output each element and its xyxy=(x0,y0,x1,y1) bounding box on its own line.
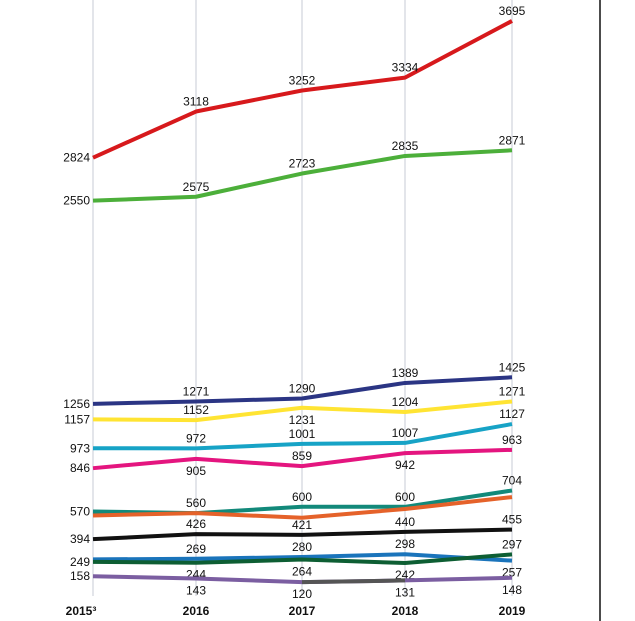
data-label: 2575 xyxy=(183,180,210,194)
data-label: 1007 xyxy=(392,426,419,440)
data-label: 426 xyxy=(186,517,206,531)
data-label: 1127 xyxy=(499,407,525,421)
x-tick-label: 2015³ xyxy=(66,604,97,618)
data-label: 560 xyxy=(186,496,206,510)
data-label: 2871 xyxy=(499,133,526,147)
data-label: 1271 xyxy=(183,384,210,398)
series-line xyxy=(92,495,513,520)
data-label: 1152 xyxy=(183,403,209,417)
series-line xyxy=(92,527,513,542)
data-label: 1001 xyxy=(289,427,316,441)
data-label: 3695 xyxy=(499,4,526,18)
series-line xyxy=(92,552,513,563)
data-label: 972 xyxy=(186,431,206,445)
data-label: 3252 xyxy=(289,73,316,87)
x-tick-label: 2018 xyxy=(392,604,419,618)
data-label: 1389 xyxy=(392,366,419,380)
data-label: 394 xyxy=(70,532,90,546)
data-label: 704 xyxy=(502,473,522,487)
data-label: 846 xyxy=(70,461,90,475)
data-label: 2824 xyxy=(63,151,90,165)
data-label: 973 xyxy=(70,441,90,455)
data-label: 1425 xyxy=(499,360,526,374)
data-label: 120 xyxy=(292,587,312,601)
data-label: 570 xyxy=(70,505,90,519)
series-line xyxy=(92,19,513,160)
data-label: 148 xyxy=(502,583,522,597)
x-tick-label: 2017 xyxy=(289,604,316,618)
data-label: 440 xyxy=(395,515,415,529)
data-label: 269 xyxy=(186,542,206,556)
data-label: 600 xyxy=(292,490,312,504)
data-label: 249 xyxy=(70,555,90,569)
series-line-segment xyxy=(301,578,406,585)
data-label: 1231 xyxy=(289,413,316,427)
data-label: 2723 xyxy=(289,157,316,171)
data-label: 264 xyxy=(292,565,312,579)
data-label: 859 xyxy=(292,449,312,463)
data-label: 1290 xyxy=(289,381,316,395)
data-label: 942 xyxy=(395,458,415,472)
data-label: 1256 xyxy=(63,397,90,411)
data-label: 280 xyxy=(292,540,312,554)
data-label: 963 xyxy=(502,433,522,447)
x-tick-label: 2019 xyxy=(499,604,526,618)
data-label: 143 xyxy=(186,584,206,598)
data-label: 298 xyxy=(395,537,415,551)
data-label: 1271 xyxy=(499,384,526,398)
series-line xyxy=(92,552,513,566)
data-label: 421 xyxy=(292,518,312,532)
data-label: 905 xyxy=(186,464,206,478)
series-line xyxy=(92,422,513,451)
series-line xyxy=(92,375,513,406)
data-label: 158 xyxy=(70,569,90,583)
data-label: 600 xyxy=(395,490,415,504)
data-label: 1204 xyxy=(392,395,419,409)
data-label: 455 xyxy=(502,513,522,527)
data-label: 3118 xyxy=(183,95,209,109)
data-label: 2835 xyxy=(392,139,419,153)
series-line xyxy=(92,399,513,423)
x-tick-label: 2016 xyxy=(183,604,210,618)
data-label: 297 xyxy=(502,537,522,551)
series-line xyxy=(92,447,513,471)
data-label: 1157 xyxy=(64,412,90,426)
data-label: 3334 xyxy=(392,61,419,75)
series-line xyxy=(92,148,513,203)
data-label: 2550 xyxy=(63,194,90,208)
data-label: 131 xyxy=(395,585,415,599)
